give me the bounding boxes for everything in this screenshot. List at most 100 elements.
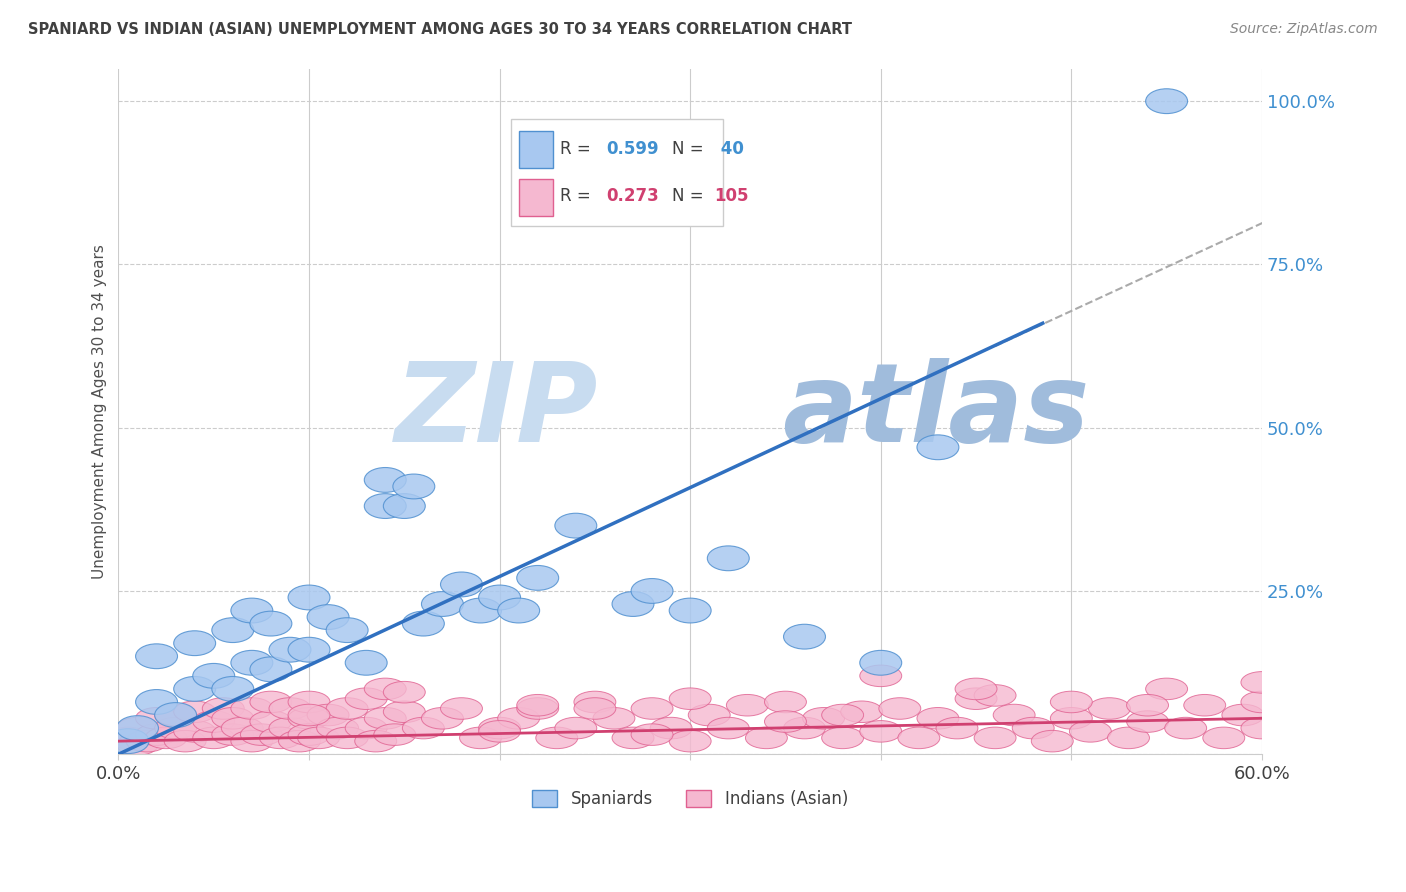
Ellipse shape (860, 665, 901, 687)
Ellipse shape (879, 698, 921, 719)
Ellipse shape (1241, 717, 1282, 739)
Ellipse shape (631, 579, 673, 603)
Ellipse shape (316, 717, 359, 739)
Ellipse shape (240, 723, 283, 746)
Ellipse shape (841, 701, 883, 723)
Ellipse shape (231, 698, 273, 719)
Ellipse shape (326, 618, 368, 642)
Ellipse shape (974, 685, 1017, 706)
Ellipse shape (974, 727, 1017, 748)
Ellipse shape (402, 611, 444, 636)
Text: 0.273: 0.273 (606, 187, 659, 205)
Ellipse shape (650, 717, 692, 739)
Ellipse shape (155, 703, 197, 728)
Ellipse shape (555, 513, 596, 538)
Ellipse shape (346, 650, 387, 675)
Ellipse shape (1222, 705, 1264, 726)
Ellipse shape (669, 688, 711, 709)
Ellipse shape (765, 691, 807, 713)
Ellipse shape (860, 721, 901, 742)
Ellipse shape (174, 721, 215, 742)
Ellipse shape (612, 727, 654, 748)
Ellipse shape (517, 695, 558, 716)
Text: 105: 105 (714, 187, 749, 205)
Ellipse shape (707, 717, 749, 739)
Ellipse shape (727, 695, 768, 716)
Ellipse shape (1146, 89, 1188, 113)
Ellipse shape (612, 591, 654, 616)
Ellipse shape (250, 611, 292, 636)
Ellipse shape (392, 474, 434, 499)
Ellipse shape (460, 727, 502, 748)
Ellipse shape (1241, 691, 1282, 713)
Ellipse shape (346, 688, 387, 709)
Ellipse shape (298, 727, 339, 748)
Ellipse shape (221, 717, 263, 739)
Text: SPANIARD VS INDIAN (ASIAN) UNEMPLOYMENT AMONG AGES 30 TO 34 YEARS CORRELATION CH: SPANIARD VS INDIAN (ASIAN) UNEMPLOYMENT … (28, 22, 852, 37)
Ellipse shape (288, 723, 330, 746)
Ellipse shape (765, 711, 807, 732)
Ellipse shape (803, 707, 845, 729)
Y-axis label: Unemployment Among Ages 30 to 34 years: Unemployment Among Ages 30 to 34 years (93, 244, 107, 579)
Ellipse shape (269, 698, 311, 719)
Ellipse shape (517, 698, 558, 719)
Ellipse shape (364, 678, 406, 699)
Text: Source: ZipAtlas.com: Source: ZipAtlas.com (1230, 22, 1378, 37)
Ellipse shape (593, 707, 636, 729)
Ellipse shape (1126, 711, 1168, 732)
Ellipse shape (250, 657, 292, 681)
Ellipse shape (955, 688, 997, 709)
Ellipse shape (440, 572, 482, 597)
Ellipse shape (117, 733, 159, 756)
Ellipse shape (307, 605, 349, 630)
Ellipse shape (135, 707, 177, 729)
Ellipse shape (145, 727, 187, 748)
Ellipse shape (1202, 727, 1244, 748)
Ellipse shape (117, 717, 159, 739)
Ellipse shape (364, 467, 406, 492)
Ellipse shape (478, 717, 520, 739)
Ellipse shape (422, 707, 464, 729)
Ellipse shape (631, 723, 673, 746)
Ellipse shape (288, 691, 330, 713)
Ellipse shape (498, 707, 540, 729)
Ellipse shape (364, 707, 406, 729)
Ellipse shape (364, 493, 406, 518)
Ellipse shape (574, 691, 616, 713)
Ellipse shape (278, 731, 321, 752)
Ellipse shape (460, 599, 502, 623)
Ellipse shape (1050, 707, 1092, 729)
Ellipse shape (669, 731, 711, 752)
Ellipse shape (193, 664, 235, 689)
Ellipse shape (354, 731, 396, 752)
Ellipse shape (536, 727, 578, 748)
Ellipse shape (135, 723, 177, 746)
Text: 0.599: 0.599 (606, 139, 659, 158)
Text: atlas: atlas (782, 358, 1090, 465)
Ellipse shape (288, 585, 330, 610)
Ellipse shape (107, 727, 149, 748)
Ellipse shape (1241, 672, 1282, 693)
Ellipse shape (174, 701, 215, 723)
Ellipse shape (231, 599, 273, 623)
Ellipse shape (574, 698, 616, 719)
Ellipse shape (174, 676, 215, 701)
Ellipse shape (1032, 731, 1073, 752)
Ellipse shape (707, 546, 749, 571)
Ellipse shape (1146, 678, 1188, 699)
Ellipse shape (231, 731, 273, 752)
Ellipse shape (478, 585, 520, 610)
Ellipse shape (783, 624, 825, 649)
Ellipse shape (384, 701, 425, 723)
Ellipse shape (689, 705, 730, 726)
Ellipse shape (260, 727, 301, 748)
Ellipse shape (165, 731, 207, 752)
Ellipse shape (993, 705, 1035, 726)
Ellipse shape (307, 705, 349, 726)
Ellipse shape (478, 721, 520, 742)
Text: N =: N = (672, 187, 709, 205)
Ellipse shape (212, 676, 253, 701)
Ellipse shape (193, 711, 235, 732)
Ellipse shape (1012, 717, 1054, 739)
Ellipse shape (821, 727, 863, 748)
